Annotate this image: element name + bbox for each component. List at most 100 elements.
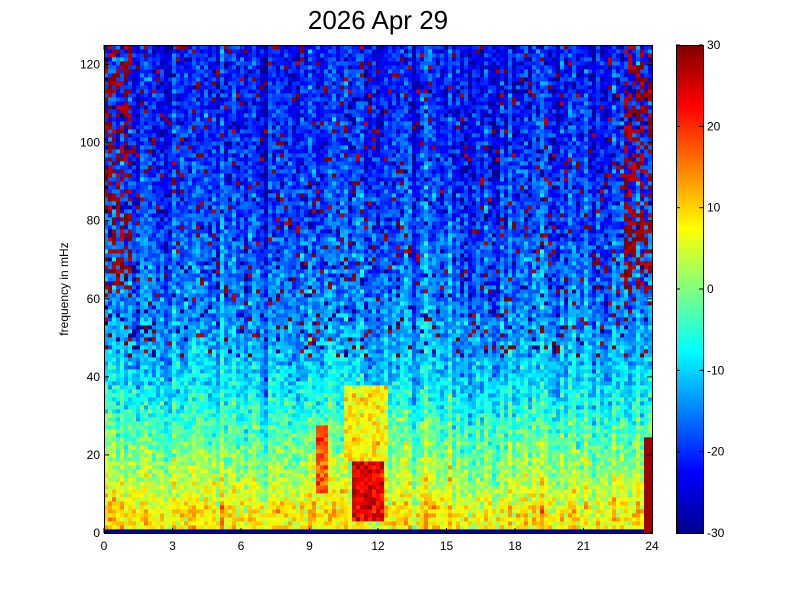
heatmap-cell <box>216 257 220 261</box>
heatmap-cell <box>208 77 212 81</box>
heatmap-cell <box>196 153 200 157</box>
heatmap-cell <box>212 285 216 289</box>
heatmap-cell <box>116 365 120 369</box>
heatmap-cell <box>244 289 248 293</box>
heatmap-cell <box>248 317 252 321</box>
heatmap-cell <box>112 325 116 329</box>
heatmap-cell <box>180 161 184 165</box>
heatmap-cell <box>124 149 128 153</box>
heatmap-cell <box>232 49 236 53</box>
heatmap-cell <box>112 85 116 89</box>
heatmap-cell <box>108 177 112 181</box>
heatmap-cell <box>108 137 112 141</box>
heatmap-cell <box>128 253 132 257</box>
heatmap-cell <box>184 273 188 277</box>
heatmap-cell <box>176 417 180 421</box>
heatmap-cell <box>240 385 244 389</box>
heatmap-cell <box>124 389 128 393</box>
heatmap-cell <box>148 261 152 265</box>
heatmap-cell <box>128 61 132 65</box>
heatmap-cell <box>164 241 168 245</box>
heatmap-cell <box>176 233 180 237</box>
heatmap-cell <box>116 521 120 525</box>
heatmap-cell <box>260 181 264 185</box>
heatmap-cell <box>164 365 168 369</box>
heatmap-cell <box>200 253 204 257</box>
heatmap-cell <box>232 473 236 477</box>
heatmap-cell <box>212 301 216 305</box>
heatmap-cell <box>152 93 156 97</box>
heatmap-cell <box>248 365 252 369</box>
heatmap-cell <box>124 173 128 177</box>
heatmap-cell <box>176 189 180 193</box>
heatmap-cell <box>204 213 208 217</box>
heatmap-cell <box>248 513 252 517</box>
heatmap-cell <box>212 265 216 269</box>
heatmap-cell <box>152 513 156 517</box>
heatmap-cell <box>152 409 156 413</box>
heatmap-cell <box>172 253 176 257</box>
heatmap-cell <box>204 169 208 173</box>
heatmap-cell <box>232 229 236 233</box>
heatmap-cell <box>188 461 192 465</box>
heatmap-cell <box>156 429 160 433</box>
heatmap-cell <box>224 201 228 205</box>
heatmap-cell <box>220 225 224 229</box>
heatmap-cell <box>124 321 128 325</box>
heatmap-cell <box>180 213 184 217</box>
heatmap-cell <box>140 121 144 125</box>
heatmap-cell <box>236 333 240 337</box>
heatmap-cell <box>164 293 168 297</box>
heatmap-cell <box>188 269 192 273</box>
heatmap-cell <box>128 213 132 217</box>
heatmap-cell <box>188 301 192 305</box>
heatmap-cell <box>116 433 120 437</box>
heatmap-cell <box>240 137 244 141</box>
heatmap-cell <box>160 65 164 69</box>
heatmap-cell <box>192 117 196 121</box>
heatmap-cell <box>132 65 136 69</box>
heatmap-cell <box>168 385 172 389</box>
heatmap-cell <box>252 421 256 425</box>
heatmap-cell <box>236 213 240 217</box>
heatmap-cell <box>232 433 236 437</box>
heatmap-cell <box>264 373 268 377</box>
heatmap-cell <box>180 193 184 197</box>
heatmap-cell <box>232 173 236 177</box>
heatmap-cell <box>112 341 116 345</box>
heatmap-cell <box>124 405 128 409</box>
heatmap-cell <box>124 365 128 369</box>
heatmap-cell <box>208 513 212 517</box>
heatmap-cell <box>252 513 256 517</box>
heatmap-cell <box>148 213 152 217</box>
heatmap-cell <box>172 209 176 213</box>
heatmap-cell <box>220 177 224 181</box>
heatmap-cell <box>172 333 176 337</box>
heatmap-cell <box>196 169 200 173</box>
heatmap-cell <box>120 205 124 209</box>
heatmap-cell <box>108 81 112 85</box>
heatmap-cell <box>184 529 188 533</box>
heatmap-cell <box>176 201 180 205</box>
heatmap-cell <box>172 201 176 205</box>
heatmap-cell <box>196 389 200 393</box>
heatmap-cell <box>248 433 252 437</box>
heatmap-cell <box>204 441 208 445</box>
heatmap-cell <box>120 137 124 141</box>
heatmap-cell <box>184 325 188 329</box>
heatmap-cell <box>196 185 200 189</box>
heatmap-cell <box>184 361 188 365</box>
heatmap-cell <box>156 237 160 241</box>
heatmap-cell <box>172 269 176 273</box>
heatmap-cell <box>252 385 256 389</box>
heatmap-cell <box>224 241 228 245</box>
heatmap-cell <box>172 349 176 353</box>
heatmap-cell <box>152 173 156 177</box>
heatmap-cell <box>224 93 228 97</box>
heatmap-cell <box>180 113 184 117</box>
heatmap-cell <box>212 65 216 69</box>
heatmap-cell <box>192 153 196 157</box>
heatmap-cell <box>112 93 116 97</box>
heatmap-cell <box>252 301 256 305</box>
heatmap-cell <box>240 485 244 489</box>
